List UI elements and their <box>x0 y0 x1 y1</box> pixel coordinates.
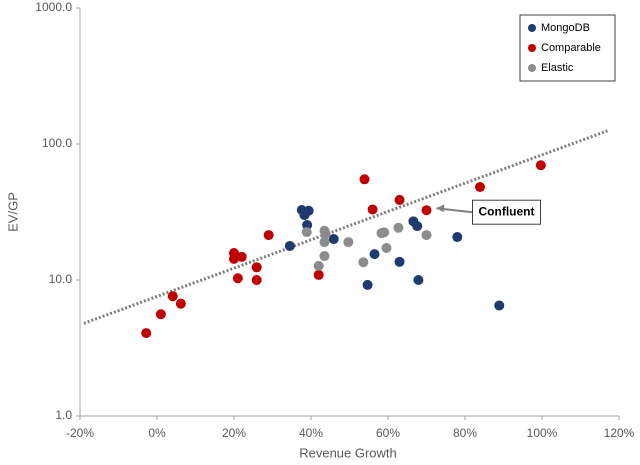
point <box>328 234 339 245</box>
point <box>379 227 390 238</box>
annotation-arrowhead <box>436 204 445 213</box>
point <box>303 205 314 216</box>
annotation-text: Confluent <box>479 204 535 218</box>
legend-marker <box>528 64 536 72</box>
x-tick-label: 0% <box>148 426 166 440</box>
point <box>359 174 370 185</box>
point <box>343 237 354 248</box>
point <box>251 262 262 273</box>
point <box>301 227 312 238</box>
point <box>320 228 331 239</box>
point <box>358 257 369 268</box>
x-tick-label: 100% <box>527 426 558 440</box>
legend-label: Comparable <box>541 42 601 54</box>
x-tick-label: 120% <box>604 426 635 440</box>
point <box>381 242 392 253</box>
point <box>452 232 463 243</box>
legend-marker <box>528 24 536 32</box>
legend-marker <box>528 44 536 52</box>
point <box>236 251 247 262</box>
point <box>141 328 152 339</box>
x-tick-label: 60% <box>376 426 400 440</box>
point <box>175 298 186 309</box>
point <box>475 181 486 192</box>
point <box>263 230 274 241</box>
x-tick-label: 80% <box>453 426 477 440</box>
point <box>421 230 432 241</box>
x-tick-label: 20% <box>222 426 246 440</box>
point <box>367 204 378 215</box>
point <box>302 219 313 230</box>
point <box>535 160 546 171</box>
point <box>167 291 178 302</box>
x-axis-title: Revenue Growth <box>299 445 397 460</box>
y-tick-label: 10.0 <box>49 272 73 286</box>
trendline <box>83 129 608 325</box>
point <box>369 249 380 260</box>
point <box>284 240 295 251</box>
point <box>155 309 166 320</box>
point <box>313 269 324 280</box>
y-tick-label: 100.0 <box>42 136 72 150</box>
point <box>229 253 239 264</box>
point <box>319 237 330 248</box>
point <box>413 275 424 285</box>
point <box>232 273 243 284</box>
y-tick-label: 1000.0 <box>35 0 72 14</box>
point <box>394 256 405 267</box>
point <box>393 222 404 233</box>
point <box>362 279 373 290</box>
y-axis-title: EV/GP <box>5 192 20 232</box>
legend-label: MongoDB <box>541 22 590 34</box>
point <box>313 260 324 271</box>
point <box>394 194 405 205</box>
point <box>494 300 505 311</box>
annotation-box <box>472 199 541 225</box>
x-tick-label: -20% <box>66 426 94 440</box>
point <box>251 275 262 285</box>
x-tick-label: 40% <box>299 426 323 440</box>
point <box>412 221 423 232</box>
legend-label: Elastic <box>541 62 574 74</box>
point <box>421 205 432 216</box>
point <box>319 251 330 262</box>
y-tick-label: 1.0 <box>55 408 72 422</box>
